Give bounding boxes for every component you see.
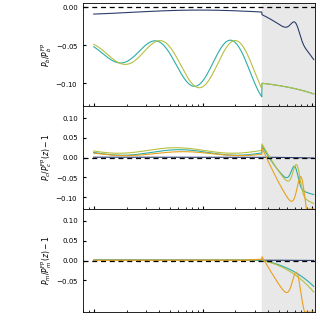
Y-axis label: $P_b / P_b^{\rm FP}$: $P_b / P_b^{\rm FP}$	[39, 43, 54, 67]
Bar	[262, 3, 315, 106]
Y-axis label: $P_m / P_m^{\rm FP}(z) - 1$: $P_m / P_m^{\rm FP}(z) - 1$	[39, 236, 54, 285]
Bar	[262, 209, 315, 312]
Y-axis label: $P_c / P_c^{\rm FP}(z) - 1$: $P_c / P_c^{\rm FP}(z) - 1$	[39, 134, 54, 181]
Bar	[262, 106, 315, 209]
